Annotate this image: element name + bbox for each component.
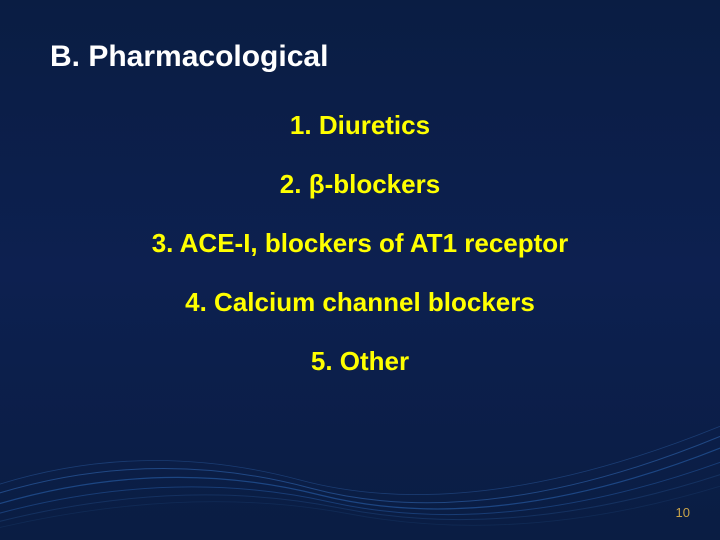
slide-heading: B. Pharmacological bbox=[50, 40, 670, 74]
list-item: 5. Other bbox=[311, 346, 409, 377]
list-item: 2. β-blockers bbox=[280, 169, 440, 200]
page-number: 10 bbox=[676, 505, 690, 520]
list-item: 1. Diuretics bbox=[290, 110, 430, 141]
list-item: 3. ACE-I, blockers of AT1 receptor bbox=[152, 228, 569, 259]
content-list: 1. Diuretics 2. β-blockers 3. ACE-I, blo… bbox=[50, 110, 670, 377]
list-item: 4. Calcium channel blockers bbox=[185, 287, 535, 318]
slide-container: B. Pharmacological 1. Diuretics 2. β-blo… bbox=[0, 0, 720, 540]
wave-decoration-icon bbox=[0, 380, 720, 540]
